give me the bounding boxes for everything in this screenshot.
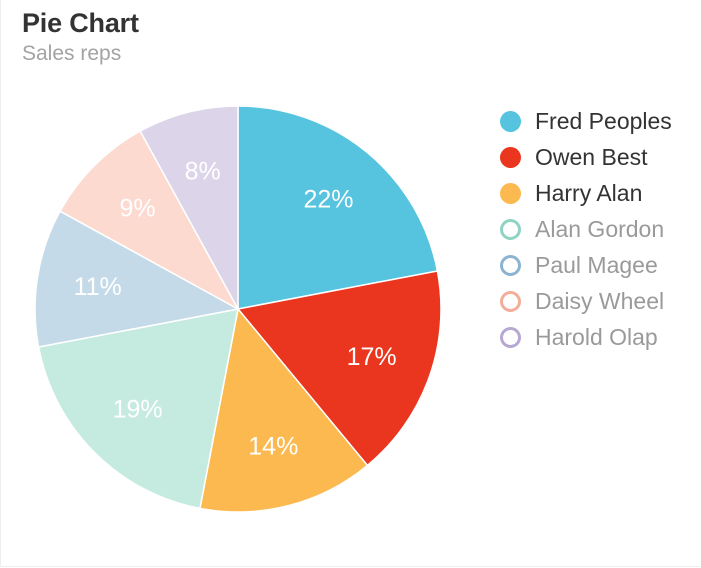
slice-label-paul-magee: 11% [74, 273, 122, 301]
chart-title: Pie Chart [22, 8, 139, 38]
legend-label: Fred Peoples [535, 107, 672, 134]
legend-marker-icon [500, 110, 521, 132]
pie-slice-harry-alan[interactable] [199, 307, 369, 513]
legend-item-fred-peoples[interactable]: Fred Peoples [500, 103, 672, 139]
legend-marker-icon [500, 326, 521, 348]
pie-slice-fred-peoples[interactable] [237, 105, 439, 310]
legend-label: Owen Best [535, 143, 648, 170]
legend-item-harry-alan[interactable]: Harry Alan [500, 175, 672, 211]
pie-slice-harold-olap[interactable] [139, 105, 239, 310]
pie-slice-owen-best[interactable] [236, 270, 442, 467]
chart-subtitle: Sales reps [22, 42, 122, 65]
slice-label-harold-olap: 8% [185, 158, 221, 186]
legend-item-harold-olap[interactable]: Harold Olap [500, 319, 672, 355]
legend-label: Harold Olap [535, 323, 658, 350]
legend-item-daisy-wheel[interactable]: Daisy Wheel [500, 283, 672, 319]
legend-label: Harry Alan [535, 179, 643, 206]
legend-marker-icon [500, 254, 521, 276]
legend-label: Paul Magee [535, 251, 658, 278]
legend-item-alan-gordon[interactable]: Alan Gordon [500, 211, 672, 247]
pie-slice-paul-magee[interactable] [34, 210, 241, 348]
legend-item-owen-best[interactable]: Owen Best [500, 139, 672, 175]
slice-label-owen-best: 17% [347, 343, 397, 371]
slice-label-fred-peoples: 22% [303, 186, 353, 214]
pie-slice-daisy-wheel[interactable] [59, 130, 240, 311]
slice-label-alan-gordon: 19% [113, 395, 163, 423]
legend-item-paul-magee[interactable]: Paul Magee [500, 247, 672, 283]
pie-slice-alan-gordon[interactable] [37, 308, 239, 510]
legend-marker-icon [500, 146, 521, 168]
legend-marker-icon [500, 290, 521, 312]
slice-label-harry-alan: 14% [248, 433, 298, 461]
legend-label: Alan Gordon [535, 215, 665, 242]
chart-legend: Fred Peoples Owen Best Harry Alan Alan Gord… [500, 103, 672, 355]
legend-label: Daisy Wheel [535, 287, 665, 314]
slice-label-daisy-wheel: 9% [120, 195, 156, 223]
legend-marker-icon [500, 182, 521, 204]
legend-marker-icon [500, 218, 521, 240]
